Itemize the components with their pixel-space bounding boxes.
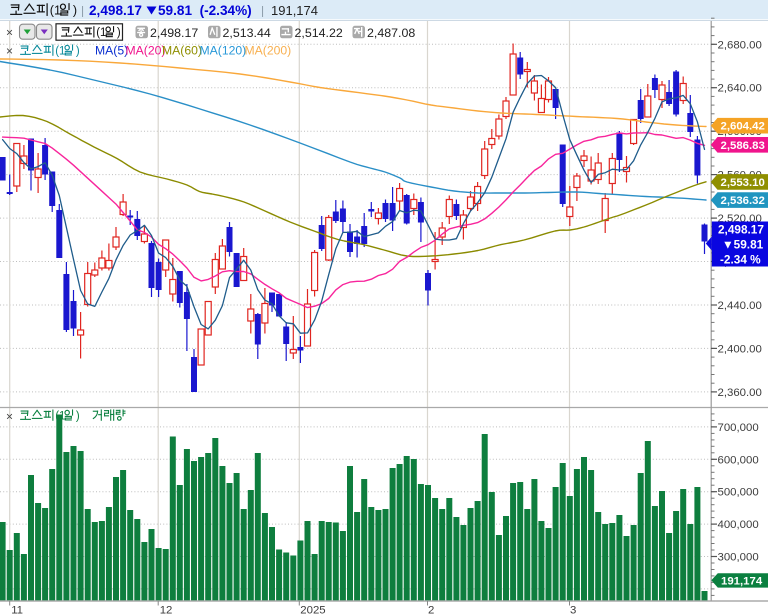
svg-text:): ): [73, 3, 77, 17]
svg-text:(1: (1: [50, 3, 61, 17]
svg-text:2,400.00: 2,400.00: [718, 343, 762, 355]
svg-text:▼59.81: ▼59.81: [722, 238, 764, 252]
svg-text:|: |: [261, 4, 264, 18]
svg-text:2,440.00: 2,440.00: [718, 300, 762, 312]
svg-text:MA(120): MA(120): [200, 44, 247, 58]
svg-text:3: 3: [570, 605, 576, 615]
svg-text:400,000: 400,000: [718, 519, 759, 531]
svg-text:-2.34 %: -2.34 %: [720, 253, 761, 267]
svg-text:): ): [76, 410, 80, 422]
svg-text:12: 12: [160, 605, 173, 615]
svg-text:×: ×: [6, 44, 13, 58]
svg-text:|: |: [81, 4, 84, 18]
svg-text:2,536.32: 2,536.32: [721, 195, 765, 207]
svg-text:2,498.17: 2,498.17: [150, 26, 198, 40]
svg-text:): ): [117, 27, 121, 39]
svg-text:×: ×: [6, 410, 13, 424]
svg-text:2,553.10: 2,553.10: [721, 177, 765, 189]
svg-text:2,586.83: 2,586.83: [721, 140, 765, 152]
svg-text:191,174: 191,174: [721, 576, 763, 588]
svg-text:2,514.22: 2,514.22: [295, 26, 343, 40]
svg-text:2,487.08: 2,487.08: [367, 26, 415, 40]
svg-text:MA(60): MA(60): [162, 44, 202, 58]
svg-text:(1: (1: [96, 27, 106, 39]
svg-text:(1: (1: [55, 410, 65, 422]
svg-text:59.81 (-2.34%): 59.81 (-2.34%): [158, 3, 252, 18]
svg-text:2,360.00: 2,360.00: [718, 387, 762, 399]
svg-text:191,174: 191,174: [271, 3, 318, 18]
svg-text:600,000: 600,000: [718, 454, 759, 466]
svg-text:500,000: 500,000: [718, 487, 759, 499]
svg-text:MA(200): MA(200): [245, 44, 292, 58]
svg-text:11: 11: [11, 605, 23, 615]
svg-text:MA(5): MA(5): [95, 44, 128, 58]
svg-text:300,000: 300,000: [718, 552, 759, 564]
svg-text:2: 2: [428, 605, 434, 615]
svg-text:2025: 2025: [300, 605, 325, 615]
svg-text:): ): [76, 45, 80, 57]
svg-text:MA(20): MA(20): [126, 44, 166, 58]
svg-text:×: ×: [6, 26, 13, 40]
svg-text:2,513.44: 2,513.44: [223, 26, 271, 40]
svg-text:2,498.17: 2,498.17: [718, 223, 764, 237]
svg-text:2,640.00: 2,640.00: [718, 83, 762, 95]
svg-text:2,680.00: 2,680.00: [718, 39, 762, 51]
svg-text:2,604.42: 2,604.42: [721, 121, 765, 133]
svg-text:700,000: 700,000: [718, 422, 759, 434]
svg-text:(1: (1: [55, 45, 65, 57]
svg-text:2,498.17: 2,498.17: [89, 3, 142, 18]
